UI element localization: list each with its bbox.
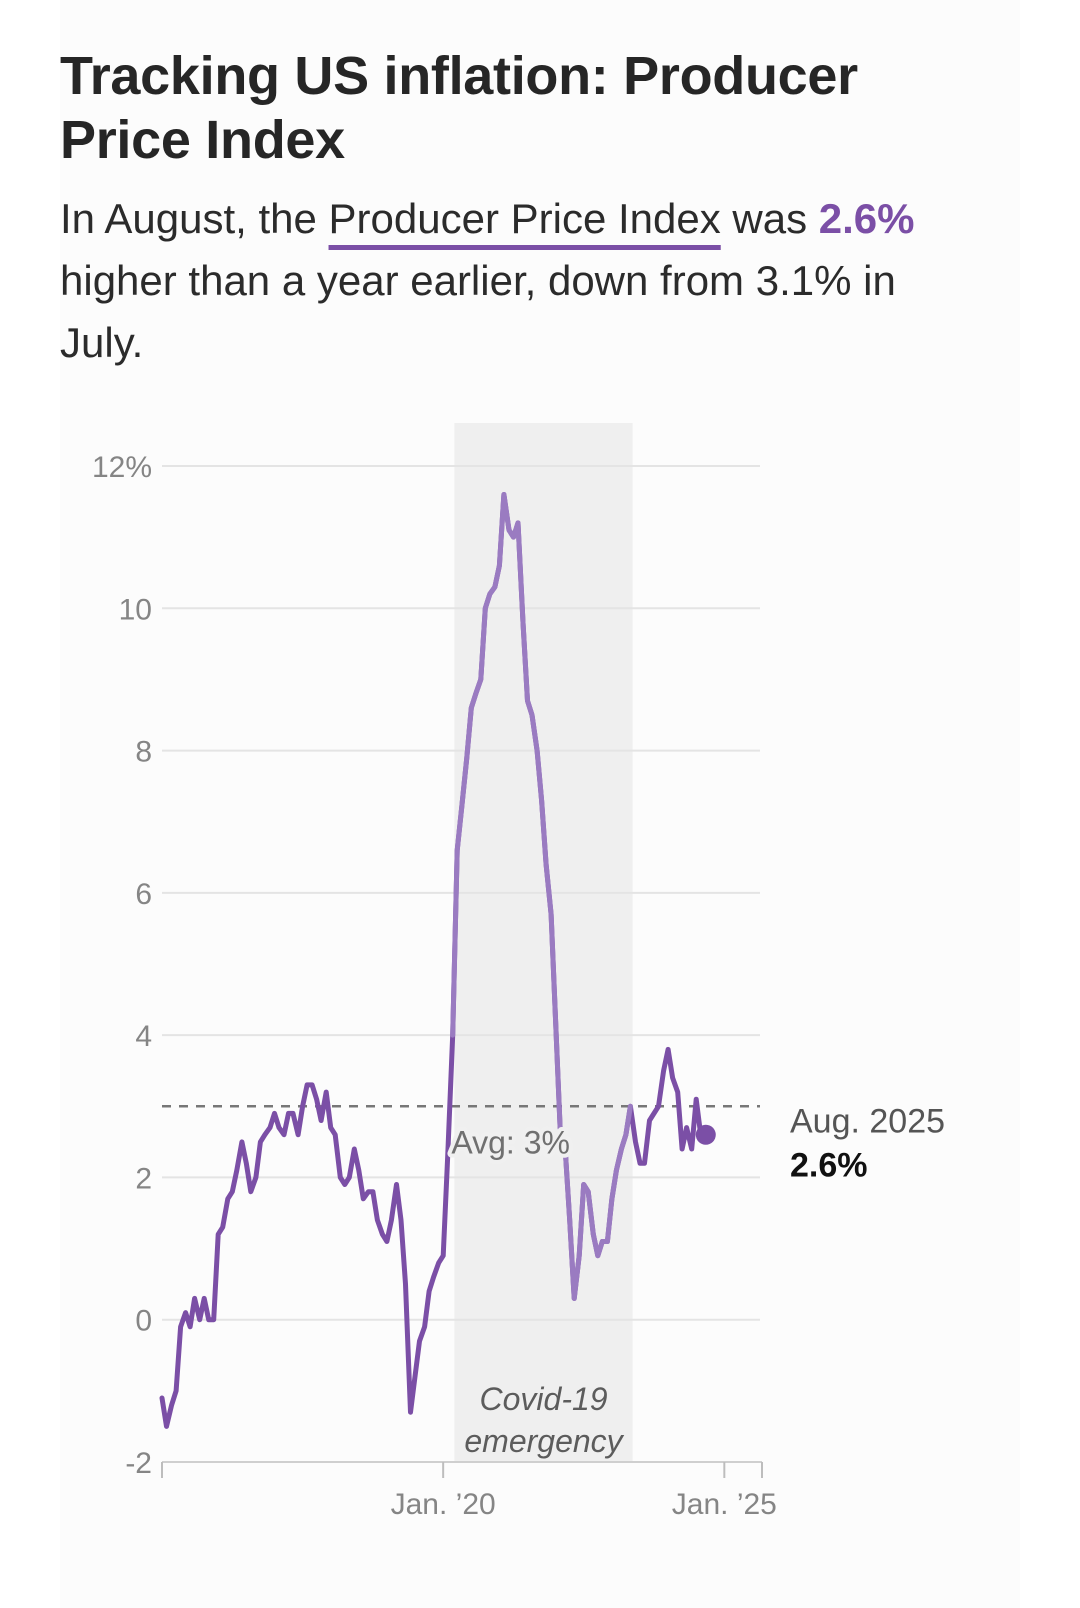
chart-title: Tracking US inflation: Producer Price In… [60, 46, 858, 170]
shaded-region-label-line1: Covid-19 [480, 1381, 608, 1417]
latest-value-label: 2.6% [790, 1147, 868, 1185]
x-tick-label: Jan. ’25 [672, 1488, 777, 1521]
ppi-link[interactable]: Producer Price Index [328, 195, 721, 242]
y-tick-label: 2 [135, 1162, 152, 1195]
y-tick-label: 4 [135, 1020, 152, 1053]
y-tick-label: 10 [119, 593, 152, 626]
ppi-series-line-shaded-period [450, 492, 633, 1301]
y-tick-label: 8 [135, 736, 152, 769]
highlight-value: 2.6% [818, 195, 915, 242]
x-axis: Jan. ’20 Jan. ’25 [161, 1461, 777, 1521]
latest-value-marker [695, 1124, 716, 1145]
chart-subtitle: In August, the Producer Price Index was … [60, 188, 980, 374]
y-tick-label: -2 [125, 1447, 152, 1480]
x-tick-label: Jan. ’20 [391, 1488, 496, 1521]
y-tick-label: 6 [135, 878, 152, 911]
subtitle-mid: was [720, 195, 819, 242]
y-tick-label: 0 [135, 1305, 152, 1338]
shaded-region-label-line2: emergency [464, 1423, 624, 1459]
y-tick-label: 12% [92, 451, 152, 484]
average-label: Avg: 3% [451, 1124, 570, 1160]
y-axis-ticks: 12% 10 8 6 4 2 0 -2 [92, 451, 152, 1480]
subtitle-suffix: higher than a year earlier, down from 3.… [60, 257, 896, 366]
latest-date-label: Aug. 2025 [790, 1103, 945, 1141]
subtitle-prefix: In August, the [60, 195, 329, 242]
covid-shaded-region [454, 423, 633, 1462]
gridlines [162, 465, 760, 1321]
